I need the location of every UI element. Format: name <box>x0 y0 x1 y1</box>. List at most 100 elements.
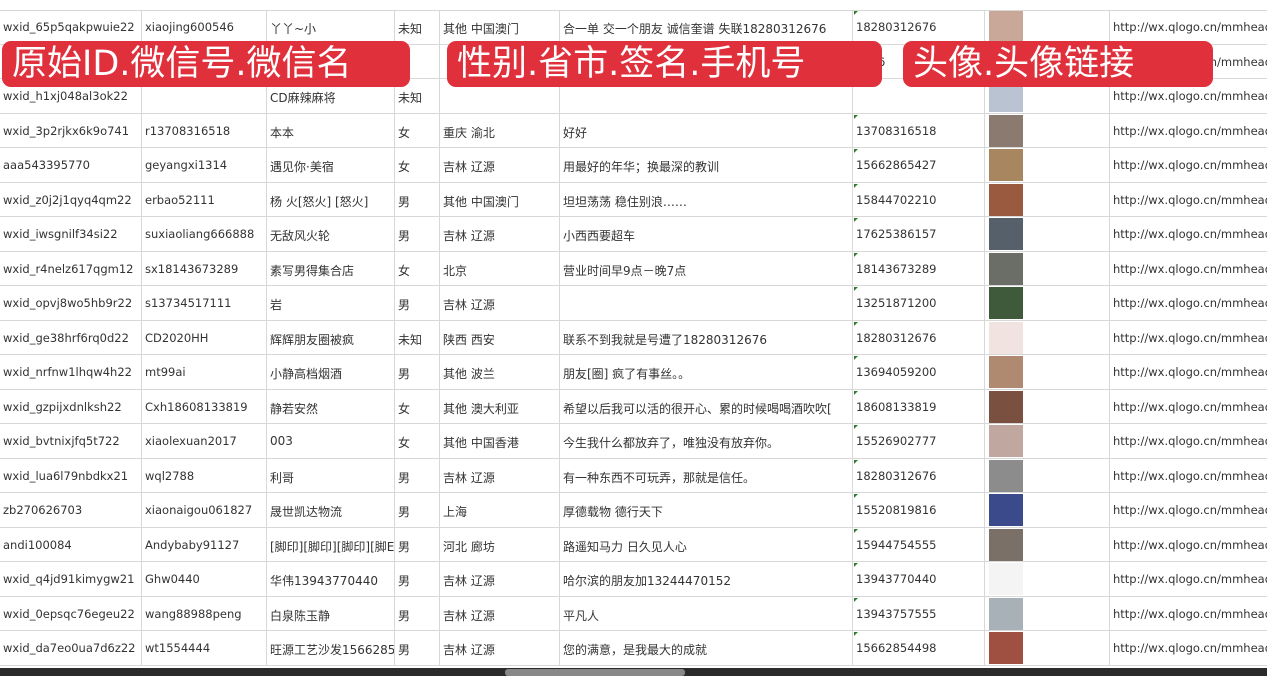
cell-avatar[interactable] <box>985 389 1110 423</box>
cell-gender[interactable]: 男 <box>395 286 440 320</box>
cell-avatar-url[interactable]: http://wx.qlogo.cn/mmhead <box>1113 537 1267 552</box>
cell-avatar-url[interactable]: http://wx.qlogo.cn/mmhead <box>1113 434 1267 448</box>
cell-original-id[interactable]: wxid_65p5qakpwuie22 <box>0 10 142 44</box>
cell-phone[interactable]: 13943770440 <box>853 562 985 596</box>
cell-signature[interactable]: 有一种东西不可玩弄，那就是信任。 <box>560 458 853 492</box>
cell-wechat-name[interactable]: 遇见你·美宿 <box>267 148 395 182</box>
cell-original-id[interactable]: wxid_iwsgnilf34si22 <box>0 217 142 251</box>
cell-wechat-name[interactable]: 辉辉朋友圈被疯 <box>267 320 395 354</box>
cell-signature[interactable]: 平凡人 <box>560 596 853 630</box>
cell-wechat-id[interactable]: xiaojing600546 <box>142 10 267 44</box>
cell-gender[interactable]: 女 <box>395 148 440 182</box>
cell-wechat-id[interactable]: Ghw0440 <box>142 562 267 596</box>
cell-wechat-name[interactable]: 静若安然 <box>267 389 395 423</box>
cell-avatar[interactable] <box>985 113 1110 147</box>
cell-wechat-name[interactable]: 旺源工艺沙发15662854 <box>267 631 395 665</box>
cell-signature[interactable]: 好好 <box>560 113 853 147</box>
cell-phone[interactable]: 18280312676 <box>853 10 985 44</box>
cell-region[interactable]: 吉林 辽源 <box>440 286 560 320</box>
cell-signature[interactable]: 哈尔滨的朋友加13244470152 <box>560 562 853 596</box>
cell-gender[interactable]: 男 <box>395 562 440 596</box>
cell-region[interactable]: 吉林 辽源 <box>440 217 560 251</box>
cell-phone[interactable]: 15526902777 <box>853 424 985 458</box>
cell-region[interactable]: 吉林 辽源 <box>440 631 560 665</box>
cell-signature[interactable]: 合一单 交一个朋友 诚信奎谱 失联18280312676 <box>560 10 853 44</box>
cell-avatar-url[interactable]: http://wx.qlogo.cn/mmhead <box>1113 227 1267 241</box>
cell-phone[interactable]: 13708316518 <box>853 113 985 147</box>
cell-signature[interactable]: 今生我什么都放弃了，唯独没有放弃你。 <box>560 424 853 458</box>
cell-wechat-id[interactable]: Andybaby91127 <box>142 527 267 561</box>
cell-signature[interactable]: 路遥知马力 日久见人心 <box>560 527 853 561</box>
cell-avatar[interactable] <box>985 286 1110 320</box>
cell-avatar[interactable] <box>985 562 1110 596</box>
cell-region[interactable] <box>440 79 560 113</box>
cell-gender[interactable]: 男 <box>395 493 440 527</box>
cell-wechat-id[interactable]: xiaonaigou061827 <box>142 493 267 527</box>
cell-original-id[interactable]: zb270626703 <box>0 493 142 527</box>
cell-wechat-id[interactable]: r13708316518 <box>142 113 267 147</box>
cell-avatar[interactable] <box>985 217 1110 251</box>
cell-wechat-id[interactable]: suxiaoliang666888 <box>142 217 267 251</box>
cell-original-id[interactable]: wxid_nrfnw1lhqw4h22 <box>0 355 142 389</box>
cell-avatar-url[interactable]: http://wx.qlogo.cn/mmhead <box>1113 606 1267 621</box>
cell-original-id[interactable]: wxid_gzpijxdnlksh22 <box>0 389 142 423</box>
cell-avatar[interactable] <box>985 596 1110 630</box>
cell-wechat-name[interactable]: 丫丫~小 <box>267 10 395 44</box>
cell-region[interactable]: 吉林 辽源 <box>440 148 560 182</box>
cell-region[interactable]: 其他 中国澳门 <box>440 182 560 216</box>
cell-region[interactable]: 陕西 西安 <box>440 320 560 354</box>
cell-wechat-name[interactable]: 杨 火[怒火] [怒火] <box>267 182 395 216</box>
cell-avatar[interactable] <box>985 320 1110 354</box>
cell-original-id[interactable]: wxid_r4nelz617qgm12 <box>0 251 142 285</box>
cell-wechat-name[interactable]: [脚印][脚印][脚印][脚E <box>267 527 395 561</box>
cell-avatar[interactable] <box>985 148 1110 182</box>
cell-signature[interactable]: 您的满意，是我最大的成就 <box>560 631 853 665</box>
cell-avatar-url[interactable]: http://wx.qlogo.cn/mmhead <box>1113 641 1267 655</box>
cell-phone[interactable]: 18143673289 <box>853 251 985 285</box>
cell-avatar-url[interactable]: http://wx.qlogo.cn/mmhead <box>1113 261 1267 276</box>
cell-wechat-id[interactable]: mt99ai <box>142 355 267 389</box>
cell-wechat-name[interactable]: 华伟13943770440 <box>267 562 395 596</box>
cell-signature[interactable]: 朋友[圈] 疯了有事丝。。 <box>560 355 853 389</box>
cell-region[interactable]: 吉林 辽源 <box>440 458 560 492</box>
cell-avatar-url[interactable]: http://wx.qlogo.cn/mmhead <box>1113 123 1267 138</box>
cell-gender[interactable]: 女 <box>395 113 440 147</box>
cell-wechat-id[interactable]: wt1554444 <box>142 631 267 665</box>
cell-gender[interactable]: 男 <box>395 217 440 251</box>
cell-avatar[interactable] <box>985 493 1110 527</box>
cell-gender[interactable]: 男 <box>395 355 440 389</box>
cell-original-id[interactable]: wxid_opvj8wo5hb9r22 <box>0 286 142 320</box>
cell-wechat-name[interactable]: 本本 <box>267 113 395 147</box>
cell-phone[interactable]: 15944754555 <box>853 527 985 561</box>
cell-original-id[interactable]: wxid_h1xj048al3ok22 <box>0 79 142 113</box>
cell-gender[interactable]: 女 <box>395 389 440 423</box>
cell-original-id[interactable]: wxid_q4jd91kimygw21 <box>0 562 142 596</box>
cell-signature[interactable]: 厚德载物 德行天下 <box>560 493 853 527</box>
cell-original-id[interactable]: wxid_3p2rjkx6k9o741 <box>0 113 142 147</box>
cell-gender[interactable]: 女 <box>395 251 440 285</box>
cell-wechat-id[interactable] <box>142 79 267 113</box>
cell-region[interactable]: 吉林 辽源 <box>440 596 560 630</box>
cell-wechat-name[interactable]: 003 <box>267 424 395 458</box>
cell-signature[interactable]: 坦坦荡荡 稳住别浪…… <box>560 182 853 216</box>
cell-gender[interactable]: 未知 <box>395 79 440 113</box>
cell-gender[interactable]: 男 <box>395 527 440 561</box>
cell-wechat-id[interactable]: wql2788 <box>142 458 267 492</box>
cell-phone[interactable]: 13251871200 <box>853 286 985 320</box>
cell-original-id[interactable]: wxid_ge38hrf6rq0d22 <box>0 320 142 354</box>
cell-wechat-name[interactable]: CD麻辣麻将 <box>267 79 395 113</box>
cell-phone[interactable]: 15662865427 <box>853 148 985 182</box>
cell-original-id[interactable]: wxid_da7eo0ua7d6z22 <box>0 631 142 665</box>
cell-region[interactable]: 其他 澳大利亚 <box>440 389 560 423</box>
cell-wechat-id[interactable]: wang88988peng <box>142 596 267 630</box>
cell-region[interactable]: 上海 <box>440 493 560 527</box>
cell-wechat-id[interactable]: geyangxi1314 <box>142 148 267 182</box>
cell-avatar-url[interactable]: http://wx.qlogo.cn/mmhead <box>1113 572 1267 586</box>
cell-wechat-id[interactable]: xiaolexuan2017 <box>142 424 267 458</box>
cell-avatar-url[interactable]: http://wx.qlogo.cn/mmhead <box>1113 503 1267 517</box>
cell-region[interactable]: 其他 中国澳门 <box>440 10 560 44</box>
cell-avatar[interactable] <box>985 355 1110 389</box>
cell-avatar[interactable] <box>985 631 1110 665</box>
cell-wechat-name[interactable]: 素写男得集合店 <box>267 251 395 285</box>
cell-avatar[interactable] <box>985 182 1110 216</box>
